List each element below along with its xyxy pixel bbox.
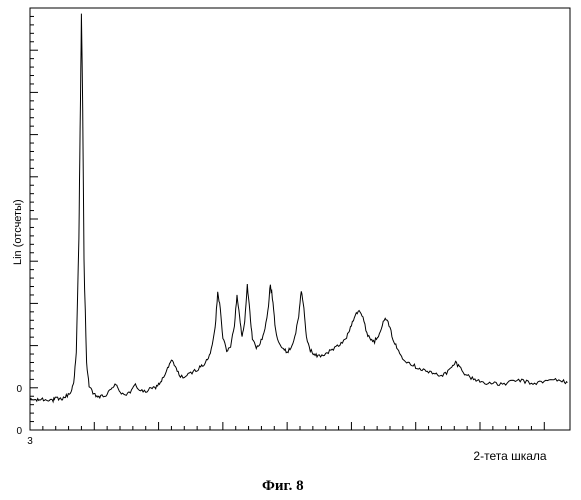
xrd-chart: 0032-тета шкала Lin (отсчеты) Фиг. 8 — [0, 0, 581, 500]
plot-frame — [30, 8, 570, 430]
y-tick-label-zero: 0 — [16, 426, 22, 437]
y-axis-label: Lin (отсчеты) — [12, 199, 24, 265]
x-tick-label: 3 — [27, 436, 33, 447]
chart-svg: 0032-тета шкала — [0, 0, 581, 470]
xrd-trace — [30, 14, 567, 402]
x-axis-label: 2-тета шкала — [473, 449, 546, 463]
y-tick-label: 0 — [16, 384, 22, 395]
figure-caption: Фиг. 8 — [262, 478, 304, 495]
